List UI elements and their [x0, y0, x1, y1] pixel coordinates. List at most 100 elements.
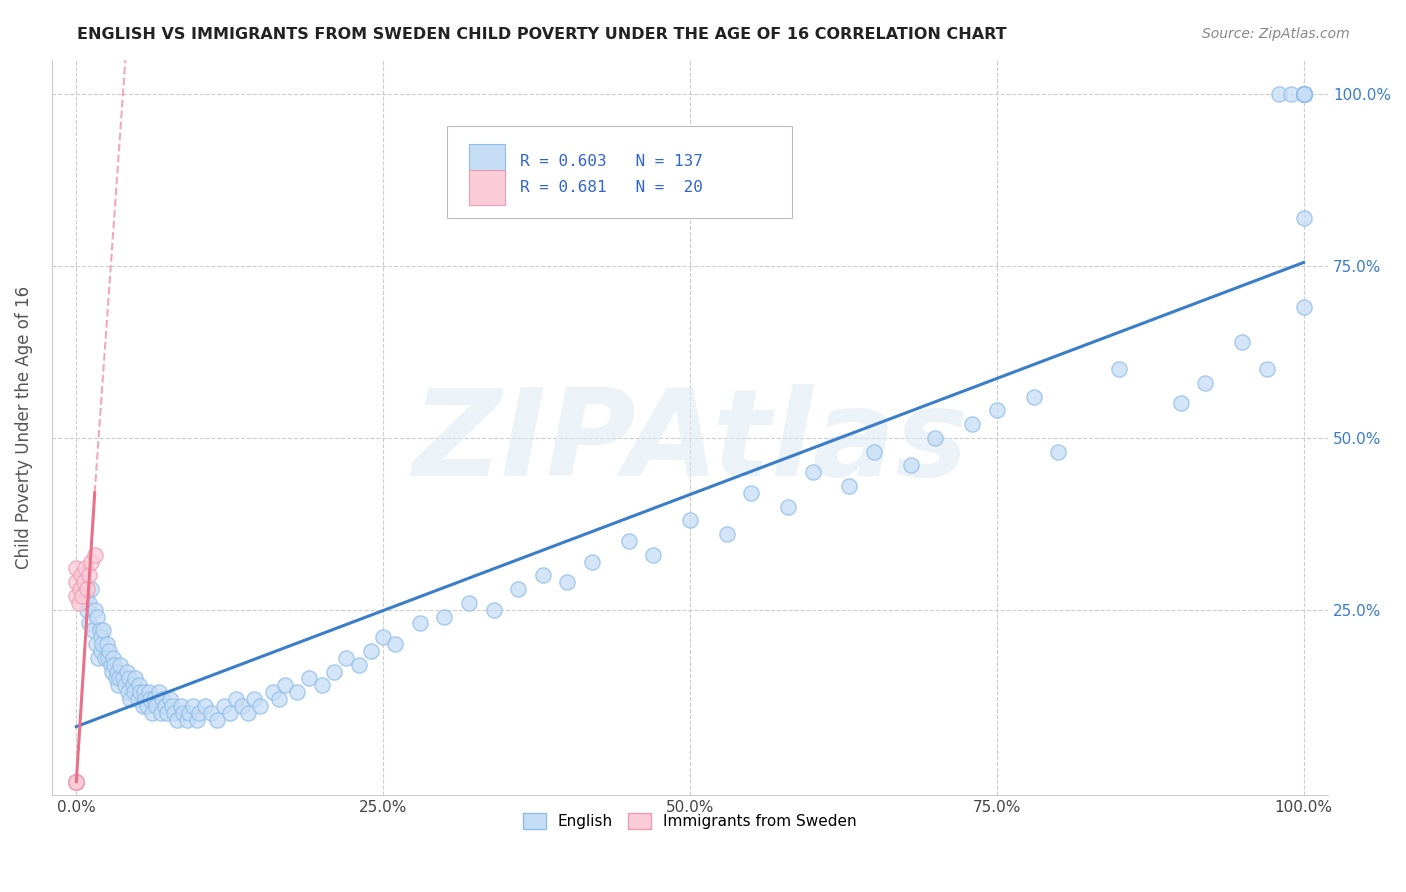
Point: [986, 403, 1008, 417]
Point: [1292, 87, 1315, 101]
Point: [70, 568, 93, 582]
Point: [1292, 87, 1315, 101]
Point: [1292, 87, 1315, 101]
Point: [323, 665, 346, 679]
Point: [129, 685, 152, 699]
Point: [262, 685, 284, 699]
Point: [120, 692, 142, 706]
Point: [118, 672, 141, 686]
Point: [740, 485, 762, 500]
Point: [141, 706, 163, 720]
Point: [76, 582, 98, 596]
Point: [274, 678, 297, 692]
Point: [409, 616, 432, 631]
Point: [122, 685, 145, 699]
Point: [86, 609, 108, 624]
Point: [838, 479, 860, 493]
Point: [243, 692, 266, 706]
Text: R = 0.603   N = 137: R = 0.603 N = 137: [520, 154, 703, 169]
Point: [132, 685, 155, 699]
Point: [1279, 87, 1302, 101]
Point: [360, 644, 382, 658]
Point: [1292, 87, 1315, 101]
Point: [1292, 87, 1315, 101]
Point: [1108, 362, 1130, 376]
Point: [114, 678, 136, 692]
Point: [117, 685, 139, 699]
Point: [285, 685, 308, 699]
Point: [142, 692, 165, 706]
Point: [91, 624, 114, 638]
Point: [73, 561, 96, 575]
Point: [433, 609, 456, 624]
Text: ZIPAtlas: ZIPAtlas: [412, 384, 967, 500]
Point: [124, 672, 146, 686]
Point: [105, 665, 128, 679]
Point: [1292, 87, 1315, 101]
Point: [65, 561, 87, 575]
Point: [1292, 87, 1315, 101]
Point: [69, 582, 91, 596]
Text: Source: ZipAtlas.com: Source: ZipAtlas.com: [1202, 27, 1350, 41]
Point: [1047, 444, 1070, 458]
Point: [65, 774, 87, 789]
Point: [97, 651, 120, 665]
Point: [65, 589, 87, 603]
Point: [1232, 334, 1254, 349]
Point: [82, 624, 104, 638]
Point: [127, 692, 149, 706]
Point: [145, 698, 167, 713]
Point: [924, 431, 946, 445]
Point: [194, 698, 217, 713]
Point: [159, 692, 181, 706]
Point: [90, 644, 112, 658]
Point: [1292, 87, 1315, 101]
Point: [188, 706, 211, 720]
Point: [581, 555, 603, 569]
Point: [80, 555, 103, 569]
Point: [80, 582, 103, 596]
Point: [91, 637, 114, 651]
Point: [172, 706, 194, 720]
Point: [153, 698, 176, 713]
Point: [384, 637, 406, 651]
Point: [1292, 300, 1315, 314]
Point: [225, 692, 247, 706]
Point: [89, 624, 111, 638]
Bar: [470, 145, 505, 179]
Point: [218, 706, 240, 720]
Point: [101, 651, 124, 665]
Point: [90, 630, 112, 644]
Point: [100, 657, 122, 672]
Point: [128, 678, 150, 692]
Point: [134, 692, 156, 706]
Point: [311, 678, 333, 692]
Point: [1292, 87, 1315, 101]
Point: [65, 774, 87, 789]
Point: [179, 706, 201, 720]
Point: [67, 596, 90, 610]
Point: [176, 713, 198, 727]
Point: [107, 678, 129, 692]
Point: [1292, 87, 1315, 101]
Point: [84, 637, 107, 651]
Point: [65, 774, 87, 789]
Point: [531, 568, 554, 582]
Point: [77, 596, 100, 610]
Y-axis label: Child Poverty Under the Age of 16: Child Poverty Under the Age of 16: [15, 286, 32, 569]
Point: [1022, 390, 1045, 404]
Point: [72, 568, 94, 582]
Point: [111, 672, 134, 686]
Text: ENGLISH VS IMMIGRANTS FROM SWEDEN CHILD POVERTY UNDER THE AGE OF 16 CORRELATION : ENGLISH VS IMMIGRANTS FROM SWEDEN CHILD …: [77, 27, 1007, 42]
Point: [200, 706, 222, 720]
Point: [249, 698, 271, 713]
Point: [716, 527, 738, 541]
Point: [1292, 87, 1315, 101]
Point: [371, 630, 394, 644]
Point: [104, 672, 127, 686]
Point: [98, 644, 121, 658]
Point: [149, 706, 172, 720]
Point: [508, 582, 530, 596]
Point: [482, 603, 505, 617]
Point: [212, 698, 235, 713]
